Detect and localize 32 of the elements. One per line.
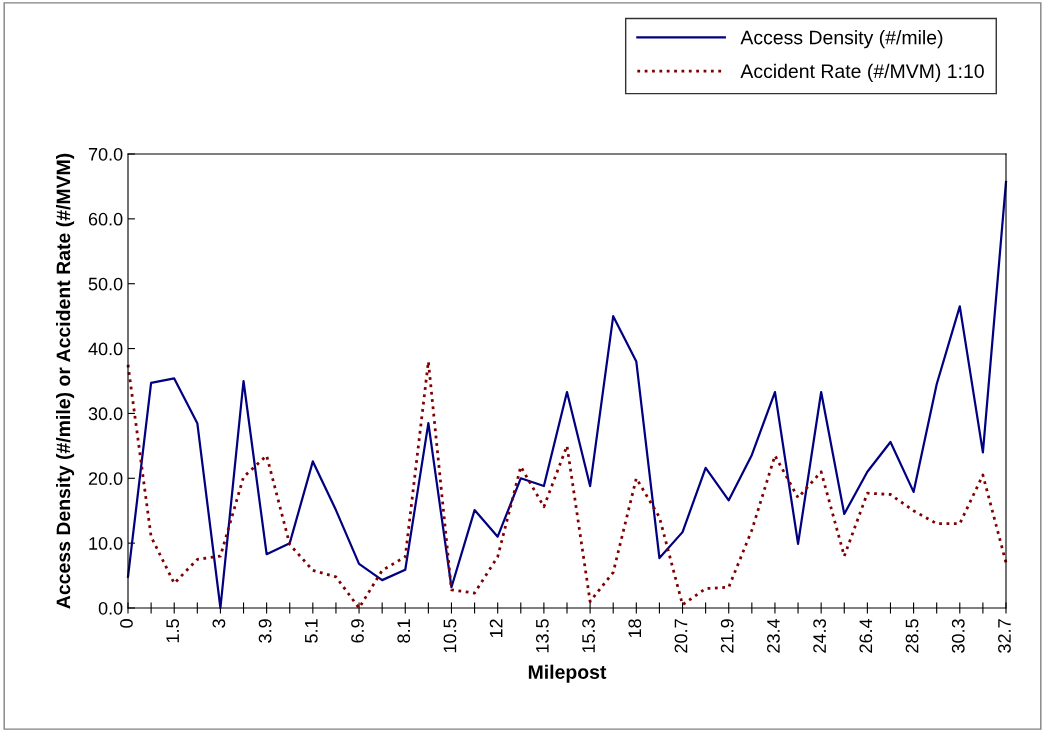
x-tick-label: 28.5	[905, 619, 919, 653]
x-tick-label: 13.5	[535, 619, 549, 653]
x-tick-label: 1.5	[166, 619, 180, 643]
x-tick-label: 3	[212, 619, 226, 628]
legend-label: Access Density (#/mile)	[740, 30, 943, 49]
y-tick-label: 20.0	[88, 472, 123, 486]
x-axis-title: Milepost	[528, 664, 607, 683]
x-tick-label: 0	[120, 619, 133, 628]
x-tick-label: 10.5	[443, 619, 457, 653]
y-tick-label: 50.0	[88, 277, 123, 291]
y-tick-label: 10.0	[89, 537, 123, 550]
y-axis-title: Access Density (#/mile) or Accident Rate (#/MVM)	[55, 153, 75, 609]
x-tick-label: 5.1	[305, 619, 318, 643]
x-tick-label: 15.3	[582, 619, 595, 653]
y-tick-label: 0.0	[98, 601, 123, 615]
x-tick-label: 12	[489, 619, 503, 638]
x-tick-label: 30.3	[951, 619, 965, 653]
y-tick-label: 70.0	[88, 147, 123, 161]
x-tick-label: 8.1	[397, 619, 411, 643]
y-tick-label: 60.0	[88, 212, 123, 226]
legend-label: Accident Rate (#/MVM) 1:10	[740, 63, 984, 82]
y-tick-label: 30.0	[88, 407, 123, 421]
x-tick-label: 20.7	[674, 619, 688, 653]
x-tick-label: 23.4	[767, 618, 780, 653]
x-tick-label: 26.4	[859, 618, 873, 653]
x-tick-label: 6.9	[351, 619, 364, 643]
x-tick-label: 32.7	[998, 619, 1011, 653]
x-tick-label: 3.9	[258, 619, 272, 643]
y-tick-label: 40.0	[88, 342, 123, 356]
x-tick-label: 24.3	[813, 619, 826, 653]
x-tick-label: 18	[628, 619, 642, 638]
x-tick-label: 21.9	[720, 619, 734, 653]
